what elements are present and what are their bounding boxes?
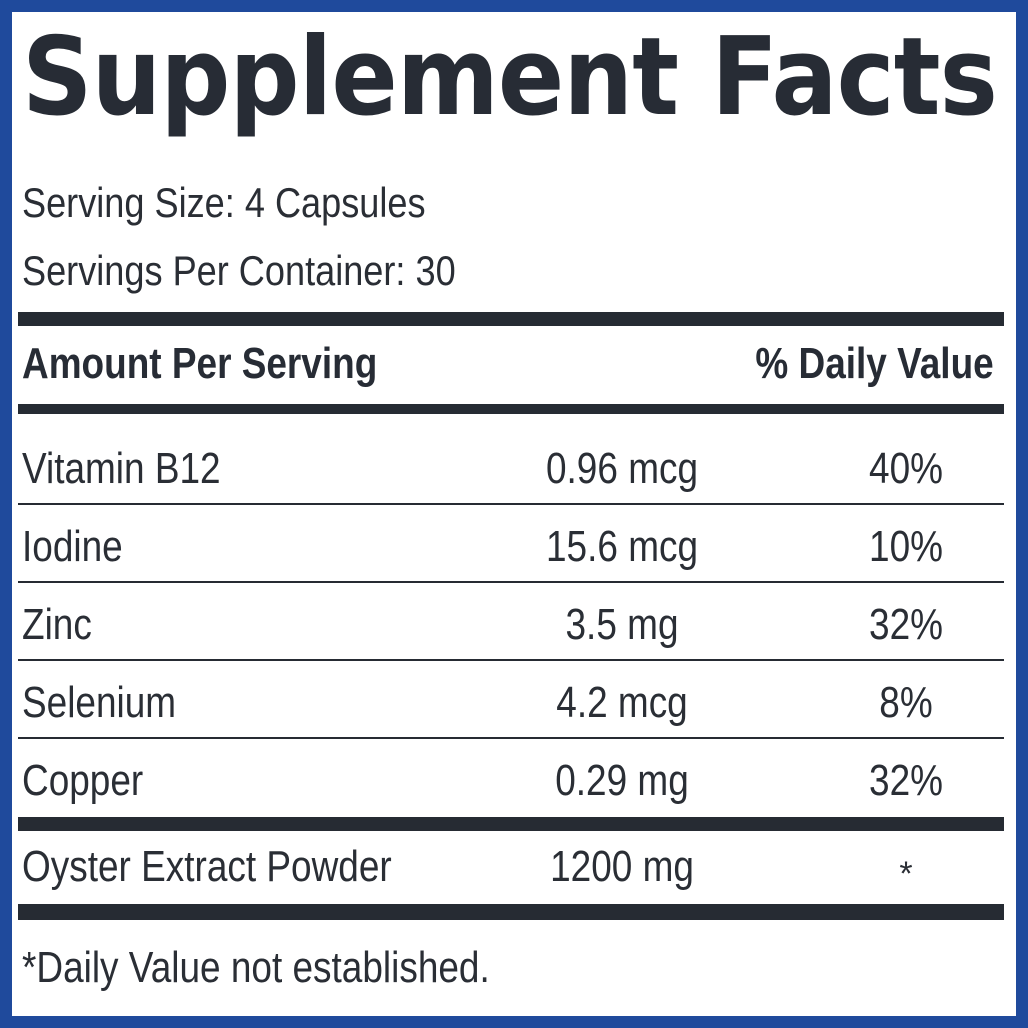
- nutrient-daily-value: 8%: [879, 678, 933, 727]
- table-row: Vitamin B12 0.96 mcg 40%: [18, 427, 1004, 505]
- nutrient-name: Vitamin B12: [22, 444, 221, 493]
- footnote: *Daily Value not established.: [22, 943, 490, 992]
- table-row: Iodine 15.6 mcg 10%: [18, 505, 1004, 583]
- ingredient-daily-value: *: [899, 855, 913, 893]
- ingredient-amount: 1200 mg: [550, 842, 694, 891]
- table-row: Oyster Extract Powder 1200 mg *: [18, 837, 1004, 903]
- nutrient-name: Selenium: [22, 678, 177, 727]
- servings-per-container: Servings Per Container: 30: [22, 247, 456, 294]
- nutrient-name: Iodine: [22, 522, 123, 571]
- row-divider: [18, 659, 1004, 661]
- table-row: Zinc 3.5 mg 32%: [18, 583, 1004, 661]
- row-divider: [18, 503, 1004, 505]
- nutrient-amount: 0.29 mg: [555, 756, 689, 805]
- nutrient-daily-value: 10%: [869, 522, 943, 571]
- row-divider: [18, 737, 1004, 739]
- page-title: Supplement Facts: [22, 15, 998, 140]
- thick-divider-bottom: [18, 904, 1004, 920]
- nutrient-amount: 0.96 mcg: [545, 444, 699, 493]
- table-row: Copper 0.29 mg 32%: [18, 739, 1004, 817]
- nutrient-daily-value: 40%: [869, 444, 943, 493]
- row-divider: [18, 581, 1004, 583]
- nutrient-name: Copper: [22, 756, 144, 805]
- nutrient-name: Zinc: [22, 600, 92, 649]
- nutrient-daily-value: 32%: [869, 600, 943, 649]
- nutrient-amount: 3.5 mg: [565, 600, 679, 649]
- header-divider: [18, 404, 1004, 414]
- serving-size: Serving Size: 4 Capsules: [22, 179, 426, 226]
- nutrient-amount: 15.6 mcg: [545, 522, 699, 571]
- ingredient-name: Oyster Extract Powder: [22, 842, 392, 891]
- amount-per-serving-header: Amount Per Serving: [22, 339, 378, 388]
- supplement-facts-panel: Supplement Facts Serving Size: 4 Capsule…: [12, 12, 1016, 1016]
- daily-value-header: % Daily Value: [755, 339, 994, 388]
- table-row: Selenium 4.2 mcg 8%: [18, 661, 1004, 739]
- thick-divider-top: [18, 312, 1004, 326]
- thick-divider-middle: [18, 817, 1004, 831]
- nutrient-amount: 4.2 mcg: [556, 678, 688, 727]
- nutrient-daily-value: 32%: [869, 756, 943, 805]
